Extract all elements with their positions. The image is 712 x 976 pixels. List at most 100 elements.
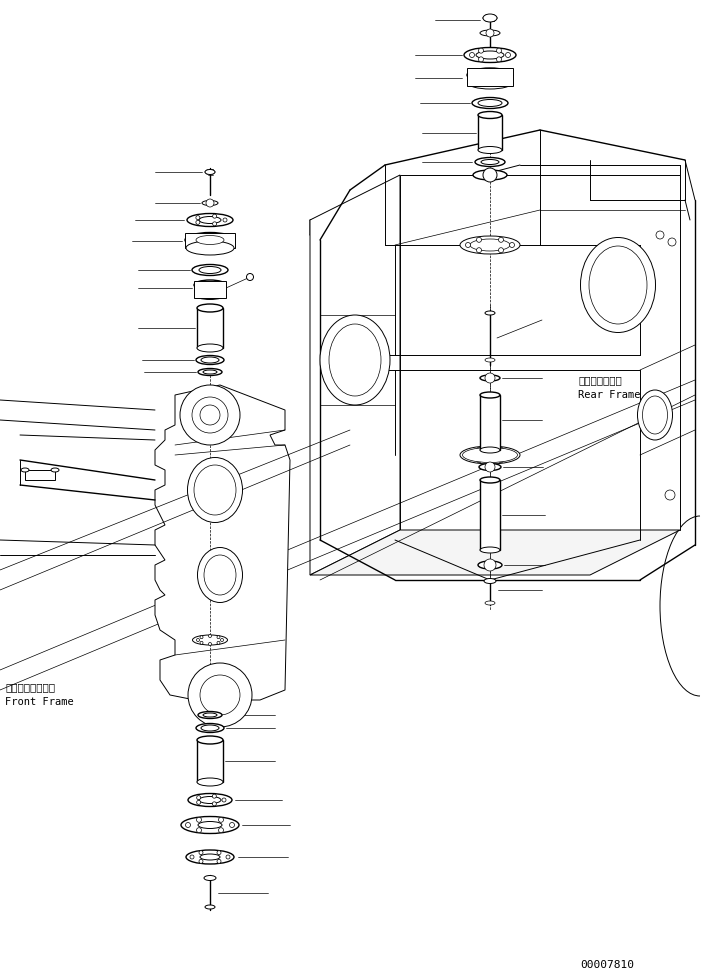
Polygon shape (400, 175, 680, 530)
Ellipse shape (204, 555, 236, 595)
Bar (480, 395, 500, 450)
Circle shape (486, 29, 494, 37)
Circle shape (466, 242, 471, 248)
Ellipse shape (460, 446, 520, 464)
Ellipse shape (460, 236, 520, 254)
Bar (480, 480, 500, 550)
Text: Rear Frame: Rear Frame (578, 390, 641, 400)
Circle shape (190, 855, 194, 859)
Circle shape (246, 273, 253, 280)
Ellipse shape (197, 778, 223, 786)
Ellipse shape (480, 30, 500, 36)
Ellipse shape (480, 375, 500, 381)
Ellipse shape (198, 369, 222, 376)
Bar (194, 281, 226, 298)
Circle shape (199, 851, 203, 855)
Circle shape (476, 248, 481, 253)
Ellipse shape (479, 464, 501, 470)
Ellipse shape (198, 822, 222, 829)
Circle shape (656, 231, 664, 239)
Circle shape (200, 405, 220, 425)
Ellipse shape (484, 579, 496, 584)
Ellipse shape (464, 48, 516, 62)
Bar (197, 308, 223, 348)
Ellipse shape (468, 77, 512, 89)
Ellipse shape (472, 98, 508, 108)
Circle shape (226, 855, 230, 859)
Circle shape (469, 53, 474, 58)
Circle shape (484, 559, 496, 571)
Circle shape (498, 458, 503, 463)
Ellipse shape (485, 311, 495, 315)
Bar (185, 233, 235, 248)
Circle shape (217, 635, 220, 638)
Circle shape (200, 675, 240, 715)
Polygon shape (310, 220, 400, 270)
Ellipse shape (199, 266, 221, 273)
Ellipse shape (485, 358, 495, 362)
Circle shape (222, 798, 226, 802)
Ellipse shape (483, 14, 497, 22)
Ellipse shape (329, 324, 381, 396)
Circle shape (180, 385, 240, 445)
Circle shape (478, 48, 483, 53)
Circle shape (197, 795, 201, 799)
Circle shape (197, 638, 199, 641)
Ellipse shape (197, 736, 223, 744)
Ellipse shape (480, 392, 500, 398)
Ellipse shape (194, 465, 236, 515)
Circle shape (209, 642, 211, 645)
Circle shape (212, 802, 216, 806)
Circle shape (206, 199, 214, 207)
Circle shape (196, 216, 200, 220)
Circle shape (213, 214, 216, 219)
Ellipse shape (21, 468, 29, 472)
Ellipse shape (196, 355, 224, 364)
Ellipse shape (188, 793, 232, 806)
Circle shape (217, 851, 221, 855)
Ellipse shape (197, 344, 223, 352)
Circle shape (186, 823, 191, 828)
Ellipse shape (485, 601, 495, 605)
Ellipse shape (199, 796, 221, 803)
Ellipse shape (187, 214, 233, 226)
Ellipse shape (205, 905, 215, 909)
Ellipse shape (478, 111, 502, 118)
Ellipse shape (192, 635, 228, 645)
Ellipse shape (478, 146, 502, 153)
Ellipse shape (186, 850, 234, 864)
Circle shape (213, 222, 216, 225)
Polygon shape (310, 175, 400, 575)
Polygon shape (155, 385, 290, 700)
Circle shape (197, 800, 201, 804)
Circle shape (223, 218, 227, 222)
Circle shape (197, 817, 201, 823)
Ellipse shape (480, 547, 500, 553)
Ellipse shape (642, 396, 668, 434)
Circle shape (217, 641, 220, 644)
Ellipse shape (475, 157, 505, 167)
Ellipse shape (197, 304, 223, 312)
Circle shape (199, 859, 203, 864)
Circle shape (478, 57, 483, 61)
Text: 00007810: 00007810 (580, 960, 634, 970)
Ellipse shape (196, 723, 224, 733)
Ellipse shape (199, 217, 221, 224)
Bar (25, 470, 55, 480)
Circle shape (209, 634, 211, 637)
Ellipse shape (463, 448, 518, 463)
Ellipse shape (51, 468, 59, 472)
Ellipse shape (201, 357, 219, 363)
Circle shape (217, 859, 221, 864)
Circle shape (498, 447, 503, 452)
Circle shape (498, 237, 503, 242)
Ellipse shape (192, 264, 228, 275)
Ellipse shape (201, 725, 219, 731)
Text: リヤーフレーム: リヤーフレーム (578, 375, 622, 385)
Ellipse shape (203, 370, 217, 374)
Circle shape (485, 373, 495, 383)
Circle shape (192, 397, 228, 433)
Circle shape (483, 168, 497, 182)
Ellipse shape (473, 170, 507, 180)
Ellipse shape (198, 712, 222, 718)
